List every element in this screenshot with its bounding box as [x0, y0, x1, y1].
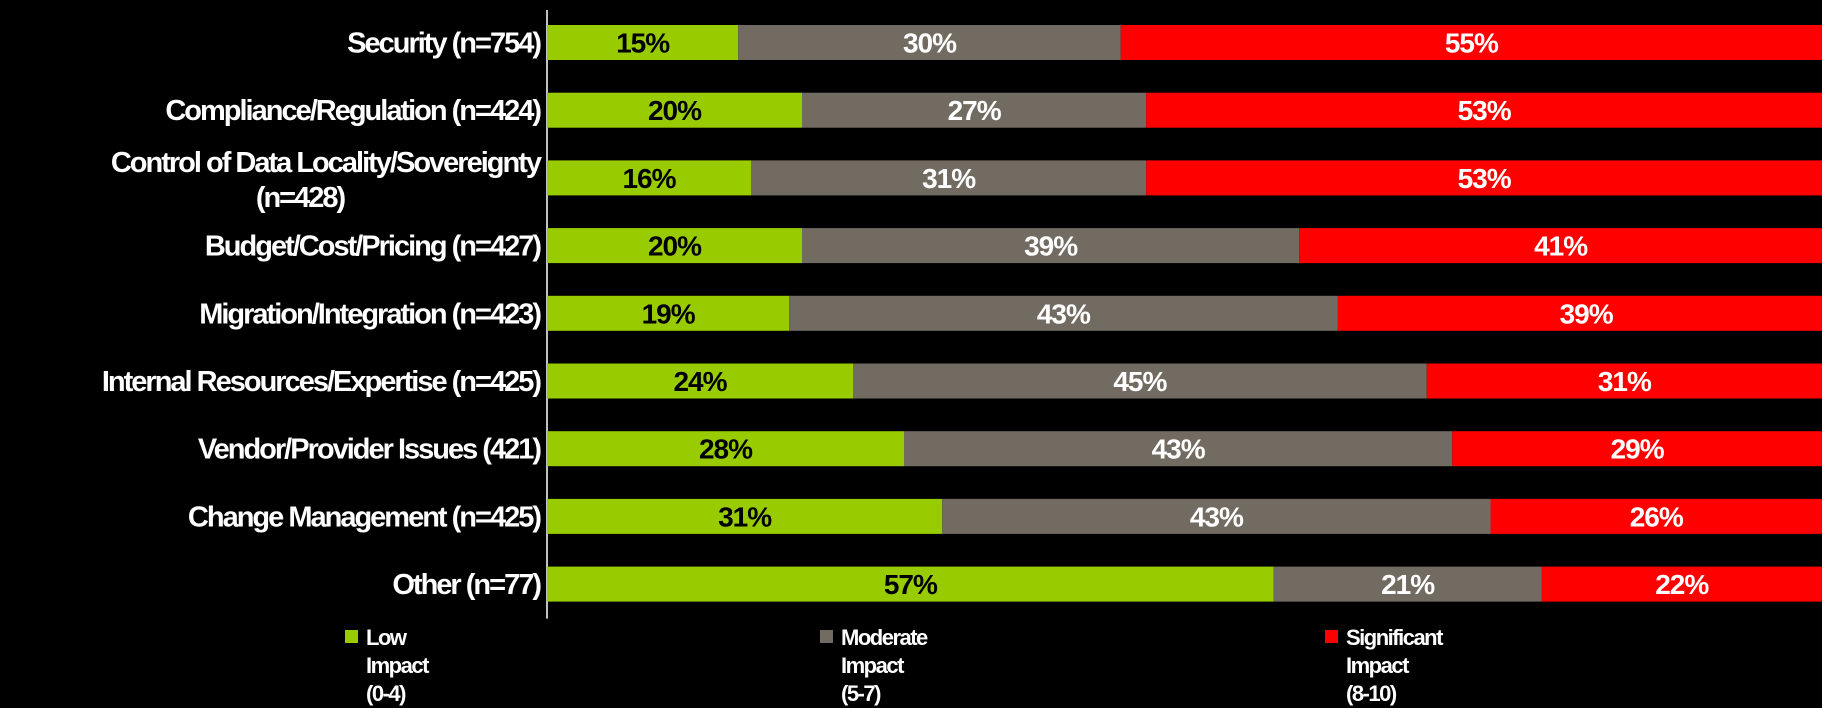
category-label: Migration/Integration (n=423)	[199, 298, 541, 330]
category-label: Compliance/Regulation (n=424)	[165, 95, 541, 127]
legend-label-low-impact: Low Impact (0-4)	[366, 624, 496, 708]
category-label: Other (n=77)	[392, 569, 541, 601]
data-label: 19%	[642, 298, 696, 329]
category-label: Budget/Cost/Pricing (n=427)	[205, 231, 541, 263]
data-label: 21%	[1381, 569, 1435, 600]
data-label: 30%	[903, 28, 957, 59]
category-label: Change Management (n=425)	[188, 501, 541, 533]
data-label: 43%	[1190, 501, 1244, 532]
data-label: 31%	[922, 163, 976, 194]
legend-line: Low	[366, 625, 406, 650]
legend-line: (8-10)	[1346, 681, 1396, 706]
data-label: 24%	[673, 366, 727, 397]
legend-swatch-moderate-impact	[820, 630, 833, 643]
data-label: 39%	[1024, 231, 1078, 262]
category-label-line: (n=428)	[256, 182, 346, 214]
data-label: 39%	[1560, 298, 1614, 329]
data-label: 43%	[1037, 298, 1091, 329]
legend-swatch-low-impact	[345, 630, 358, 643]
legend-line: (0-4)	[366, 681, 405, 706]
data-label: 53%	[1458, 95, 1512, 126]
data-label: 15%	[616, 28, 670, 59]
data-label: 16%	[622, 163, 676, 194]
data-label: 28%	[699, 434, 753, 465]
data-label: 45%	[1113, 366, 1167, 397]
data-label: 20%	[648, 95, 702, 126]
data-label: 57%	[884, 569, 938, 600]
data-label: 31%	[1598, 366, 1652, 397]
data-label: 55%	[1445, 28, 1499, 59]
legend-line: Impact	[366, 653, 428, 678]
category-label: Vendor/Provider Issues (421)	[198, 434, 541, 466]
category-label-line: Control of Data Locality/Sovereignty	[111, 147, 542, 179]
chart-legend: Low Impact (0-4) Moderate Impact (5-7) S…	[0, 624, 1822, 707]
legend-swatch-significant-impact	[1325, 630, 1338, 643]
legend-line: Impact	[1346, 653, 1408, 678]
legend-line: Significant	[1346, 625, 1442, 650]
data-label: 31%	[718, 501, 772, 532]
legend-item-significant-impact: Significant Impact (8-10)	[1325, 624, 1476, 708]
legend-line: (5-7)	[841, 681, 880, 706]
category-label: Internal Resources/Expertise (n=425)	[102, 366, 541, 398]
data-label: 41%	[1534, 231, 1588, 262]
legend-line: Moderate	[841, 625, 927, 650]
data-label: 27%	[948, 95, 1002, 126]
data-label: 29%	[1611, 434, 1665, 465]
category-label: Control of Data Locality/Sovereignty(n=4…	[111, 147, 542, 214]
data-label: 53%	[1458, 163, 1512, 194]
category-label: Security (n=754)	[347, 28, 541, 60]
legend-line: Impact	[841, 653, 903, 678]
data-label: 20%	[648, 231, 702, 262]
legend-label-significant-impact: Significant Impact (8-10)	[1346, 624, 1476, 708]
data-label: 43%	[1152, 434, 1206, 465]
data-label: 26%	[1630, 501, 1684, 532]
legend-label-moderate-impact: Moderate Impact (5-7)	[841, 624, 971, 708]
legend-item-moderate-impact: Moderate Impact (5-7)	[820, 624, 971, 708]
data-label: 22%	[1655, 569, 1709, 600]
legend-item-low-impact: Low Impact (0-4)	[345, 624, 496, 708]
